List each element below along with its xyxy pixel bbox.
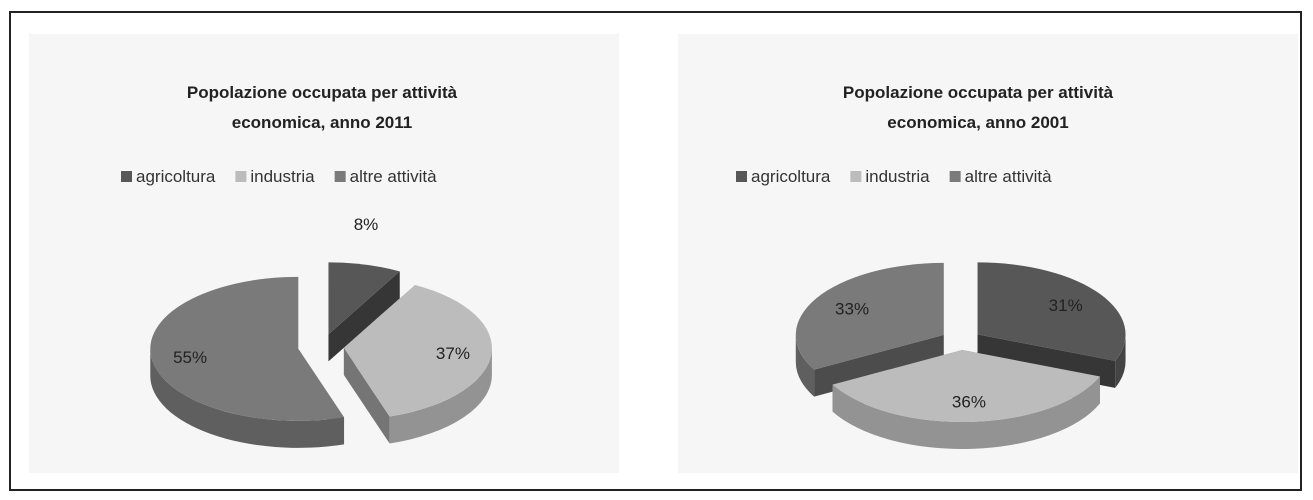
pie-chart-2011: Popolazione occupata per attività economi… [121,83,492,448]
data-label-agricoltura-2001: 31% [1049,296,1083,315]
legend-swatch-altre-attivita-2011 [334,171,346,182]
pie-slice-industria-2011 [343,284,492,444]
chart-title-line-2-2011: economica, anno 2011 [232,113,412,132]
legend-label-agricoltura-2011: agricoltura [136,167,216,186]
legend-label-altre-attivita-2011: altre attività [350,167,437,186]
data-label-industria-2001: 36% [952,393,986,412]
chart-panel-2011: Popolazione occupata per attività economi… [29,34,619,473]
chart-title-line-1-2011: Popolazione occupata per attività [187,83,458,102]
data-label-altre-attivita-2011: 55% [173,348,207,367]
legend-swatch-altre-attivita-2001 [949,171,961,182]
data-label-industria-2011: 37% [436,344,470,363]
legend-label-altre-attivita-2001: altre attività [965,167,1052,186]
legend-swatch-industria-2001 [850,171,862,182]
pie-slice-altre-attivita-2011 [150,276,345,448]
data-label-agricoltura-2011: 8% [354,215,379,234]
legend-label-agricoltura-2001: agricoltura [751,167,831,186]
chart-title-line-2-2001: economica, anno 2001 [887,113,1068,132]
chart-panel-2001: Popolazione occupata per attività economi… [678,34,1298,473]
legend-label-industria-2001: industria [865,167,930,186]
data-label-altre-attivita-2001: 33% [835,300,869,319]
legend-swatch-agricoltura-2001 [736,171,747,182]
legend-swatch-agricoltura-2011 [121,171,132,182]
pie-chart-2001: Popolazione occupata per attività economi… [736,83,1126,449]
figure-frame: Popolazione occupata per attività economi… [9,11,1302,491]
pie-slice-industria-2001 [832,349,1100,449]
legend-label-industria-2011: industria [250,167,315,186]
pie-slice-agricoltura-2011 [328,262,400,362]
chart-title-line-1-2001: Popolazione occupata per attività [843,83,1114,102]
legend-swatch-industria-2011 [235,171,247,182]
